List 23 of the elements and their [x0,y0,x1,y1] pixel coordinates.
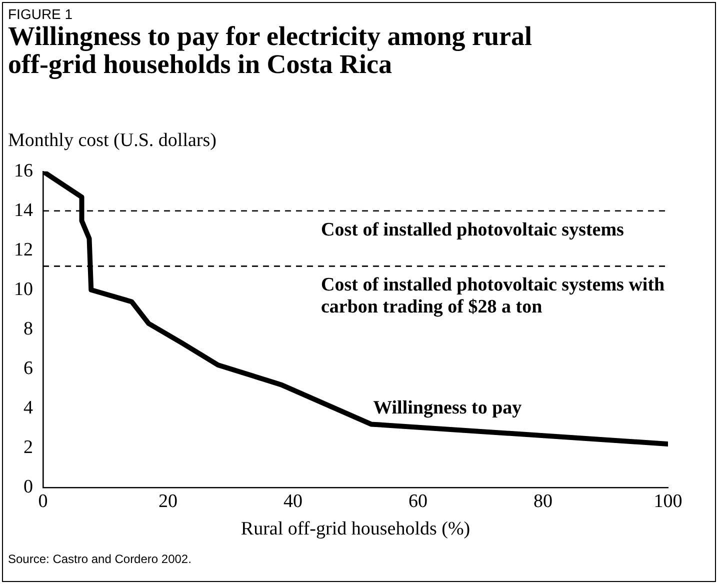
x-tick-label: 0 [38,490,48,512]
chart-subtitle: FIGURE 1 [8,6,73,22]
y-tick-label: 8 [24,318,33,340]
y-tick-label: 6 [24,358,33,379]
ref-line-label: Cost of installed photovoltaic systems with carbon trading of $28 a ton [321,274,666,318]
source-note: Source: Castro and Cordero 2002. [8,552,192,566]
x-tick-label: 20 [158,490,178,512]
x-tick-label: 100 [654,490,682,512]
y-tick-label: 4 [24,397,34,418]
y-axis-title: Monthly cost (U.S. dollars) [8,130,216,152]
x-axis-title: Rural off-grid households (%) [240,518,470,540]
x-tick-label: 80 [534,490,552,512]
y-tick-label: 0 [24,476,33,498]
y-tick-label: 12 [14,239,33,260]
x-tick-label: 40 [284,490,302,512]
y-tick-label: 2 [24,436,33,458]
y-tick-label: 10 [14,278,33,300]
y-tick-label: 14 [14,200,34,221]
x-tick-label: 60 [408,490,428,512]
y-tick-label: 16 [14,160,33,182]
ref-line-label: Cost of installed photovoltaic systems [321,219,624,240]
chart-title: Willingness to pay for electricity among rural off-grid households in Costa Rica [8,21,533,79]
series-label: Willingness to pay [373,398,522,419]
